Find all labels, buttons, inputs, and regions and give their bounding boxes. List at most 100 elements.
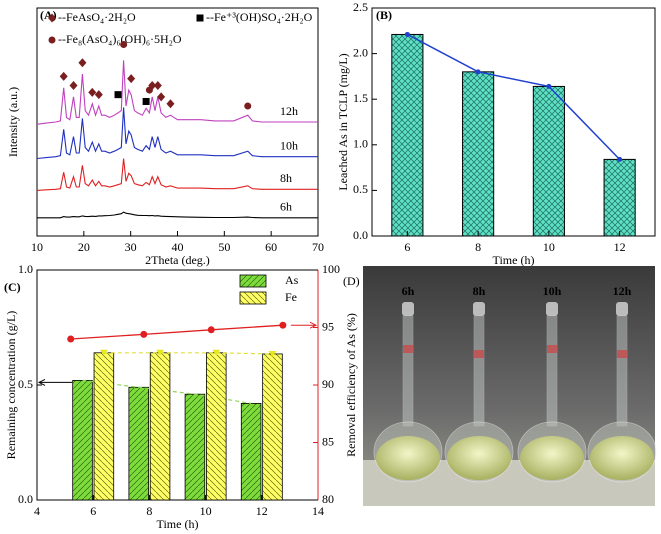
x-tick-label: 10 [200, 504, 212, 518]
flask-mark [617, 350, 627, 358]
peak-marker [114, 91, 122, 99]
y-tick-label: 1.0 [18, 262, 33, 276]
peak-marker [145, 86, 153, 94]
bar [149, 352, 171, 501]
peak-marker [88, 87, 97, 97]
x-tick-label: 4 [34, 504, 40, 518]
flask-stopper [546, 302, 558, 316]
y2-tick-label: 95 [322, 319, 334, 333]
panel-label: (D) [343, 274, 360, 288]
x-tick-label: 6 [90, 504, 96, 518]
y2-tick-label: 85 [322, 434, 334, 448]
y2-tick-label: 100 [322, 262, 340, 276]
bar [240, 402, 262, 501]
arrow [290, 321, 318, 329]
legend-label: --Fe₈(AsO₄)₆(OH)₆·5H₂O [58, 32, 182, 46]
peak-marker [166, 99, 175, 109]
peak-marker [120, 40, 128, 48]
y-tick-label: 0.0 [353, 228, 368, 242]
peak-marker [142, 97, 150, 105]
peak-marker [244, 102, 252, 110]
bar [532, 85, 565, 237]
bar [603, 158, 636, 237]
efficiency-line [70, 324, 283, 340]
flask-neck [473, 315, 485, 427]
x-axis-label: Time (h) [493, 253, 535, 267]
y-tick-label: 0.0 [18, 492, 33, 506]
trend-line [407, 33, 621, 160]
bar [72, 379, 93, 501]
plot-frame [371, 7, 656, 237]
flask-stopper [616, 302, 628, 316]
flask-neck [616, 315, 628, 427]
y-tick-label: 1.0 [353, 137, 368, 151]
flask-liquid [590, 436, 654, 480]
legend-label: Fe [285, 290, 297, 304]
trend-point [546, 83, 552, 89]
xrd-curve [36, 60, 318, 125]
y-tick-label: 1.5 [353, 91, 368, 105]
trend-marker [212, 349, 221, 356]
y-axis-label: Leached As in TCLP (mg/L) [336, 53, 350, 190]
panel-c: (C) 4 6 8 10 12 14 0.0 0.5 1.0 80 85 90 95 100 Time (h)… [4, 262, 358, 531]
trend-point [475, 69, 481, 75]
bar [391, 33, 424, 237]
panel-b: (B) 0.0 0.5 1.0 1.5 2.0 2.5 Leached As in TCLP … [336, 0, 656, 267]
x-tick-label: 8 [146, 504, 152, 518]
x-tick-label: 20 [78, 240, 90, 254]
x-tick-label: 50 [218, 240, 230, 254]
y-axis-label: Intensity (a.u.) [6, 87, 20, 157]
y2-axis-label: Removal efficiency of As (%) [344, 313, 358, 457]
bar [206, 352, 227, 501]
legend-swatch [239, 291, 267, 305]
legend-label: As [285, 273, 299, 287]
y-axis-label: Remaining concentration (g/L) [4, 311, 18, 460]
legend-label: --FeAsO₄·2H₂O [58, 10, 136, 24]
legend-label: --Fe⁺³(OH)SO₄·2H₂O [206, 10, 313, 24]
legend-marker [48, 36, 56, 44]
trend-marker [99, 349, 108, 356]
y-tick-label: 2.0 [353, 45, 368, 59]
x-axis-label: 2Theta (deg.) [145, 253, 210, 267]
x-tick-label: 14 [312, 504, 324, 518]
flask-liquid [376, 436, 440, 480]
x-tick-label: 12 [256, 504, 268, 518]
panel-label: (B) [376, 8, 392, 22]
x-axis-label: Time (h) [157, 517, 199, 531]
y-tick-label: 0.5 [18, 377, 33, 391]
y-tick-label: 0.5 [353, 182, 368, 196]
flask-mark [403, 345, 413, 353]
legend-swatch [239, 274, 267, 288]
trend-marker [156, 349, 165, 356]
x-tick-label: 70 [312, 240, 324, 254]
trend-point [617, 156, 623, 162]
efficiency-point [140, 330, 148, 338]
flask-mark [474, 350, 484, 358]
xrd-curve [36, 107, 318, 160]
dashed-trend [103, 352, 273, 355]
flask-neck [546, 315, 558, 427]
peak-marker [153, 81, 162, 91]
panel-label: (C) [4, 280, 21, 294]
efficiency-point [67, 335, 75, 343]
y2-tick-label: 80 [322, 492, 334, 506]
peak-marker [78, 58, 87, 68]
panel-d: (D) 6h 8h 10h 12h [343, 266, 657, 506]
legend-marker [48, 13, 56, 23]
flask-liquid [447, 436, 511, 480]
flask-stopper [402, 302, 414, 316]
x-tick-label: 6 [404, 240, 410, 254]
y2-tick-label: 90 [322, 377, 334, 391]
xrd-curve [36, 158, 318, 191]
curve-label: 10h [280, 138, 298, 152]
bar [128, 386, 149, 501]
peak-marker [94, 90, 103, 100]
peak-marker [127, 74, 136, 84]
curve-label: 8h [280, 171, 292, 185]
xrd-curve [37, 211, 318, 219]
y-tick-label: 2.5 [353, 0, 368, 14]
flask-label: 6h [402, 284, 415, 298]
trend-point [404, 31, 410, 37]
